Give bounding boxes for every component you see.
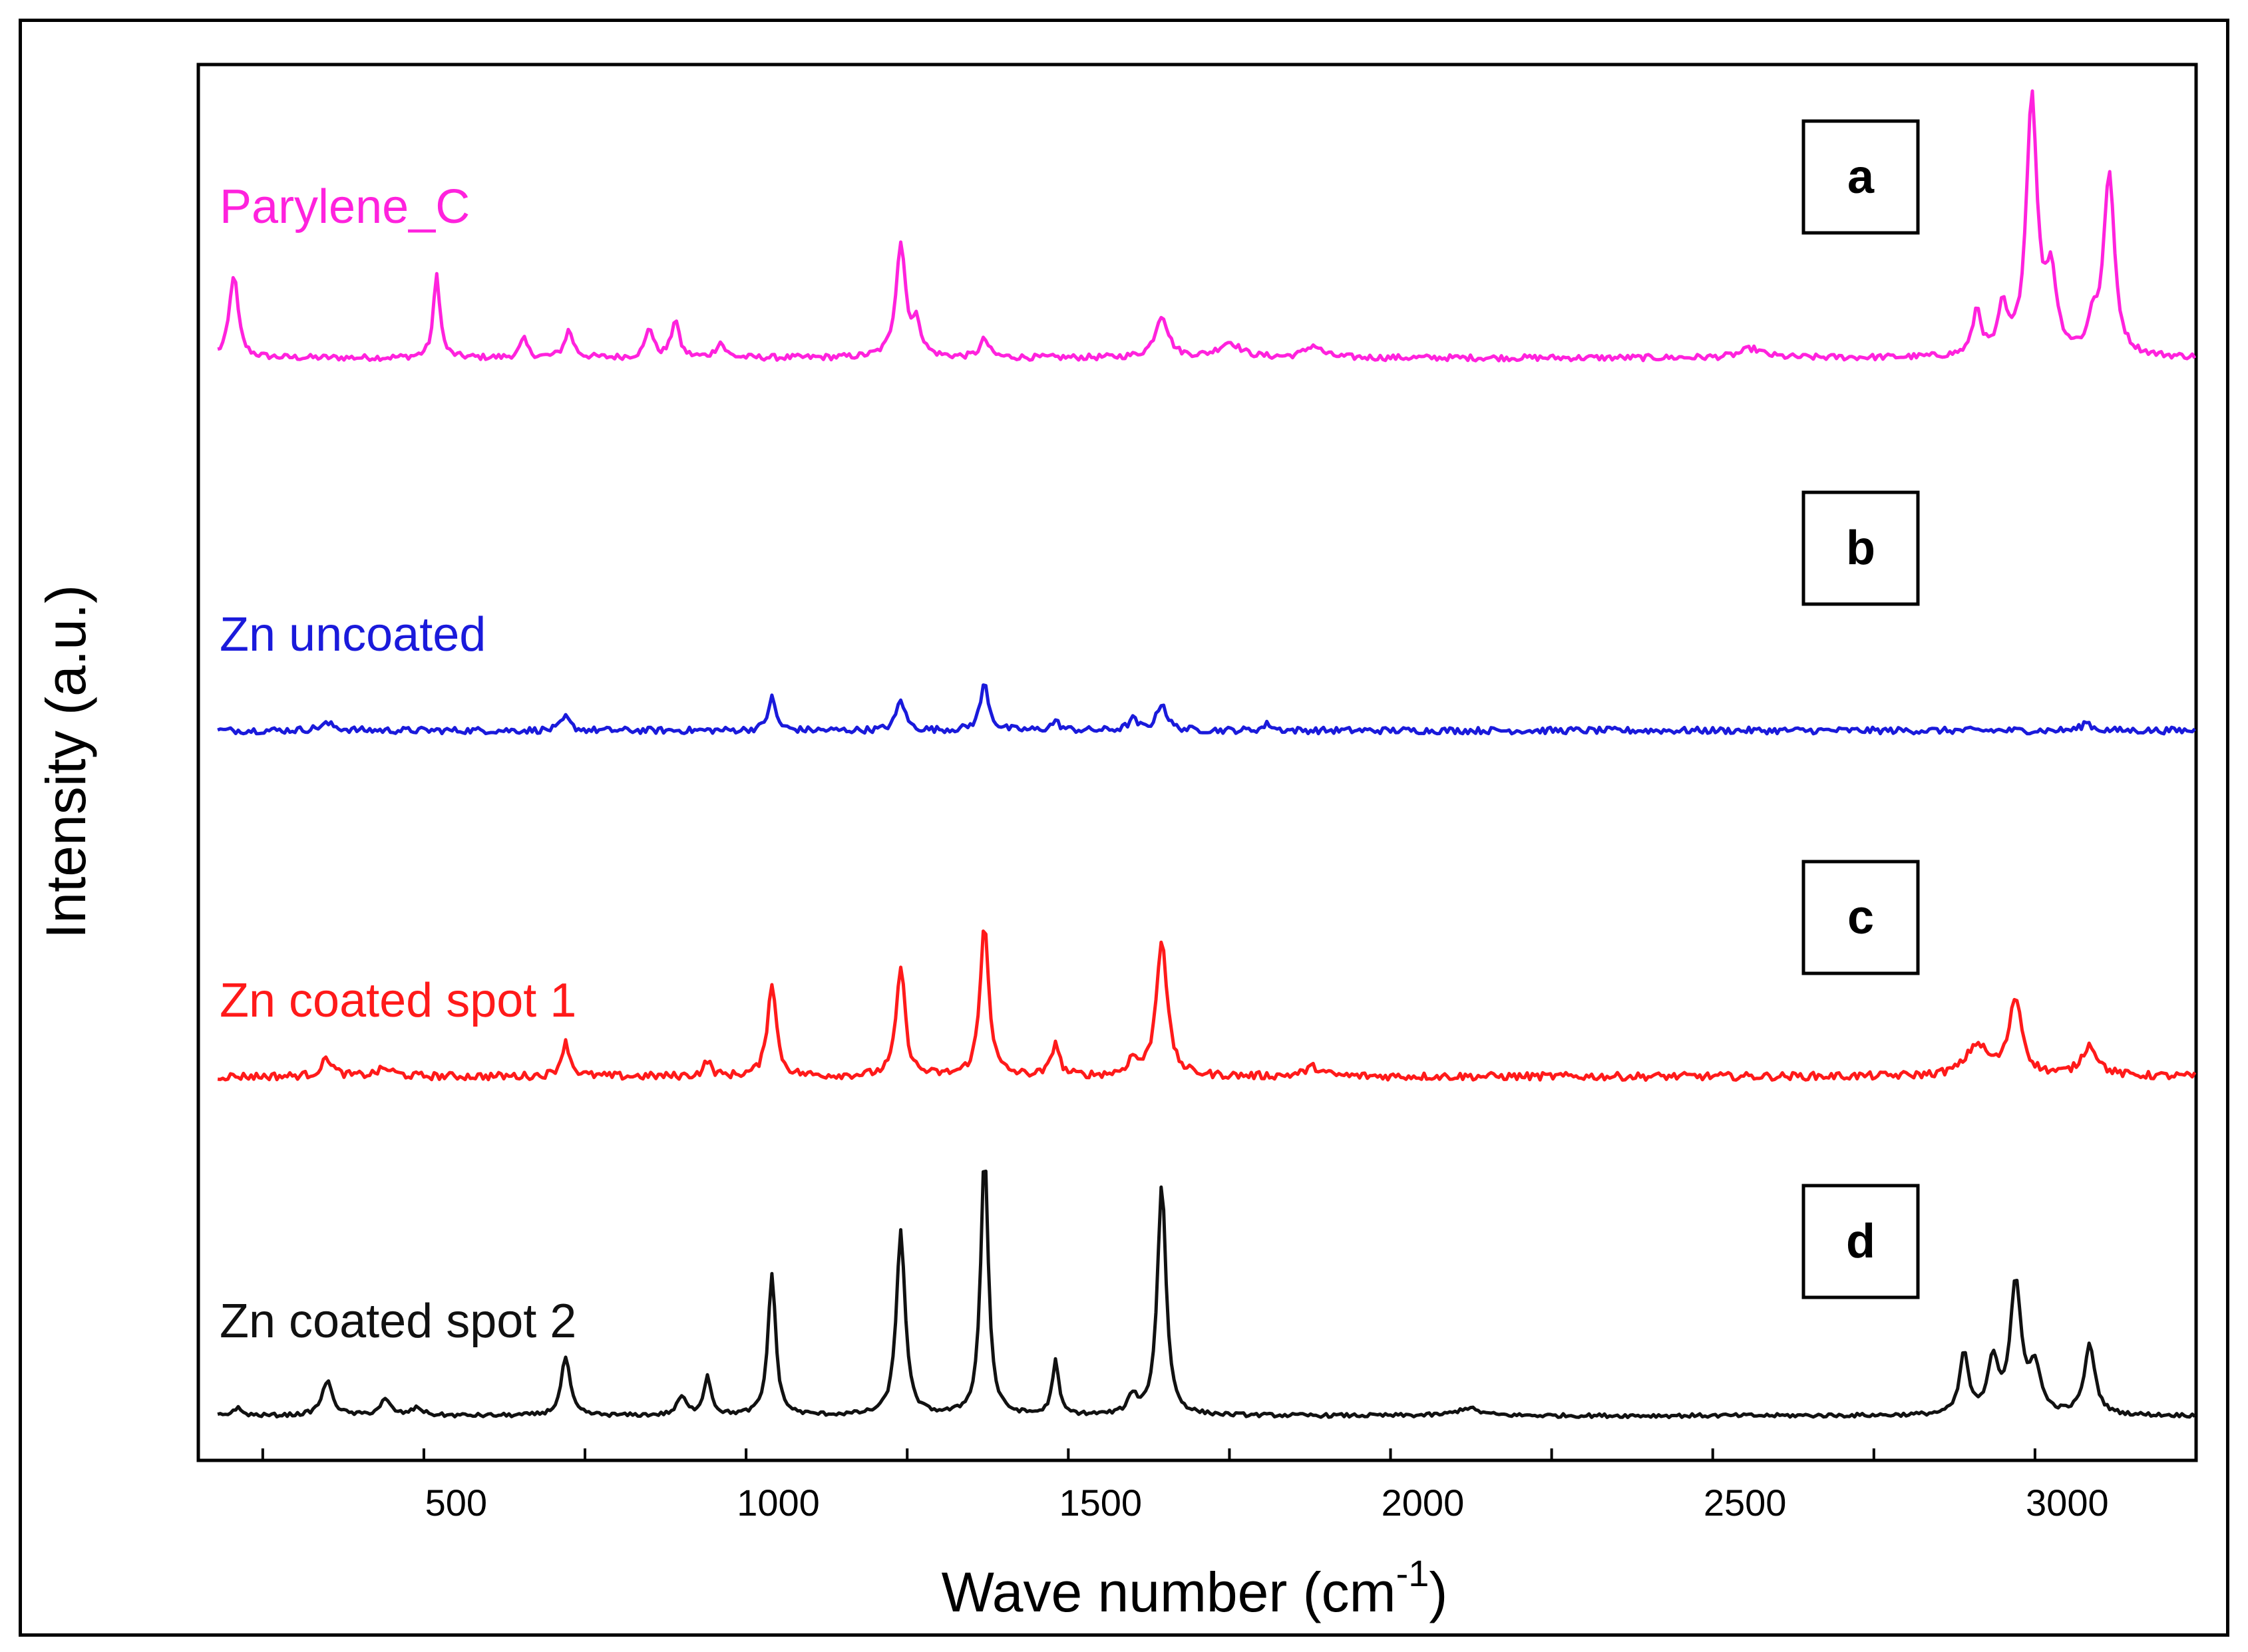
series-label-a: Parylene_C (220, 180, 470, 234)
series-label-b: Zn uncoated (220, 608, 486, 661)
x-tick-label: 2500 (1704, 1482, 1787, 1524)
panel-label-a: a (1847, 150, 1875, 204)
panel-label-d: d (1846, 1215, 1875, 1268)
y-axis-title: Intensity (a.u.) (35, 585, 97, 939)
panel-label-c: c (1847, 891, 1874, 944)
x-axis-title-suffix: ) (1429, 1561, 1447, 1623)
spectrum-line-b (218, 685, 2195, 734)
x-axis-title: Wave number (cm-1) (942, 1552, 1448, 1623)
x-axis-title-superscript: -1 (1396, 1552, 1429, 1594)
series-label-d: Zn coated spot 2 (220, 1295, 576, 1348)
x-tick-label: 3000 (2026, 1482, 2109, 1524)
x-tick-label: 1500 (1059, 1482, 1142, 1524)
x-tick-label: 1000 (737, 1482, 820, 1524)
series-label-c: Zn coated spot 1 (220, 974, 576, 1027)
raman-spectra-chart: 500 1000 1500 2000 2500 3000 Parylene_C Zn unc… (0, 0, 2248, 1652)
x-tick-label: 2000 (1382, 1482, 1465, 1524)
x-axis-title-main: Wave number (cm (942, 1561, 1396, 1623)
panel-labels: a b c d (1803, 121, 1918, 1297)
panel-label-b: b (1846, 522, 1875, 575)
x-tick-label: 500 (425, 1482, 487, 1524)
